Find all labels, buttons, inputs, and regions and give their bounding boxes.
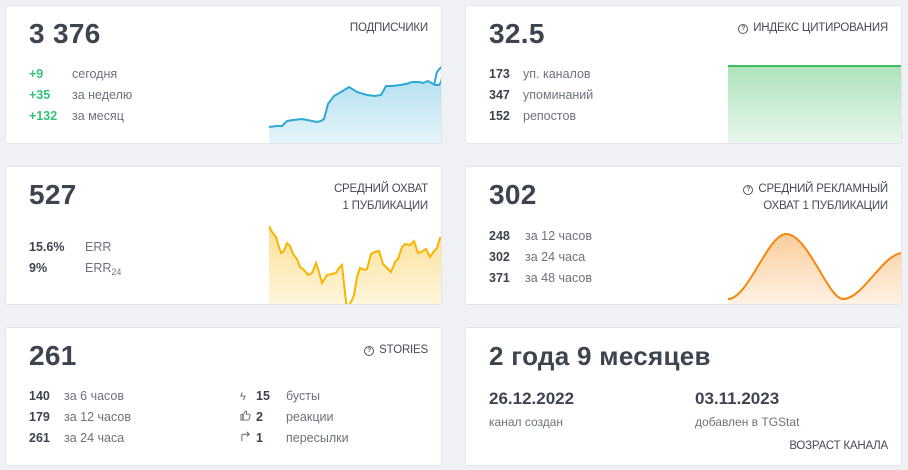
channel-age-card: 2 года 9 месяцев 26.12.2022 канал создан… (465, 327, 902, 466)
stories-reactions: 2 реакции (240, 407, 349, 428)
stories-12h: 179 за 12 часов (29, 410, 131, 424)
ad-reach-12h: 248 за 12 часов (489, 229, 592, 243)
citation-index-value: 32.5 (489, 18, 545, 49)
citation-index-card: 32.5 ? ИНДЕКС ЦИТИРОВАНИЯ 173 уп. каналов … (465, 5, 902, 144)
channel-added-to-tgstat: 03.11.2023 добавлен в TGStat (695, 389, 800, 429)
subscribers-label: ПОДПИСЧИКИ (349, 22, 428, 34)
thumbs-up-icon (240, 408, 256, 429)
ad-reach-sparkline[interactable] (728, 222, 901, 304)
ad-reach-value: 302 (489, 179, 537, 210)
stories-24h: 261 за 24 часа (29, 431, 125, 445)
reposts: 152 репостов (489, 109, 577, 123)
subscribers-count: 3 376 (29, 18, 101, 49)
reach-sparkline[interactable] (269, 222, 441, 304)
ad-reach-48h: 371 за 48 часов (489, 271, 592, 285)
growth-week: +35 за неделю (29, 88, 133, 102)
subscribers-card: 3 376 ПОДПИСЧИКИ +9 сегодня +35 за неделю … (5, 5, 442, 144)
citation-stats-list: 173 уп. каналов 347 упоминаний 152 репостов (489, 64, 593, 127)
average-reach-label: СРЕДНИЙ ОХВАТ 1 ПУБЛИКАЦИИ (333, 183, 428, 212)
stories-card: 261 ? STORIES 140 за 6 часов 179 за 12 часо… (5, 327, 442, 466)
mentions: 347 упоминаний (489, 88, 594, 102)
citation-index-label[interactable]: ? ИНДЕКС ЦИТИРОВАНИЯ (738, 20, 888, 37)
subscribers-sparkline[interactable] (269, 56, 441, 143)
boost-lightning-icon: ϟ (240, 391, 246, 403)
average-reach-card: 527 СРЕДНИЙ ОХВАТ 1 ПУБЛИКАЦИИ 15.6% ERR 9… (5, 166, 442, 305)
forward-arrow-icon (240, 429, 256, 450)
err24-row: 9% ERR24 (29, 261, 122, 277)
channel-age-label: ВОЗРАСТ КАНАЛА (789, 440, 888, 452)
ad-reach-card: 302 ? СРЕДНИЙ РЕКЛАМНЫЙ ОХВАТ 1 ПУБЛИКАЦИИ… (465, 166, 902, 305)
channel-age-value: 2 года 9 месяцев (489, 341, 711, 371)
err-list: 15.6% ERR 9% ERR24 (29, 237, 121, 279)
question-circle-icon[interactable]: ? (738, 24, 749, 34)
stories-engagement-list: ϟ 15 бусты 2 реакции 1 пересылки (240, 386, 349, 449)
question-circle-icon[interactable]: ? (743, 185, 754, 195)
stories-boosts: ϟ 15 бусты (240, 386, 349, 407)
stories-views-list: 140 за 6 часов 179 за 12 часов 261 за 24 ча… (29, 386, 131, 449)
stories-forwards: 1 пересылки (240, 428, 349, 449)
stories-label[interactable]: ? STORIES (364, 342, 428, 359)
channel-created: 26.12.2022 канал создан (489, 389, 575, 429)
growth-today: +9 сегодня (29, 67, 118, 81)
citation-sparkline[interactable] (728, 64, 901, 143)
stories-value: 261 (29, 340, 77, 371)
mentioning-channels: 173 уп. каналов (489, 67, 591, 81)
growth-month: +132 за месяц (29, 109, 124, 123)
subscribers-growth-list: +9 сегодня +35 за неделю +132 за месяц (29, 64, 132, 127)
ad-reach-list: 248 за 12 часов 302 за 24 часа 371 за 48 ча… (489, 226, 592, 289)
question-circle-icon[interactable]: ? (364, 346, 375, 356)
err-row: 15.6% ERR (29, 240, 112, 254)
ad-reach-label[interactable]: ? СРЕДНИЙ РЕКЛАМНЫЙ ОХВАТ 1 ПУБЛИКАЦИИ (743, 181, 888, 215)
ad-reach-24h: 302 за 24 часа (489, 250, 586, 264)
average-reach-value: 527 (29, 179, 77, 210)
stories-6h: 140 за 6 часов (29, 389, 125, 403)
